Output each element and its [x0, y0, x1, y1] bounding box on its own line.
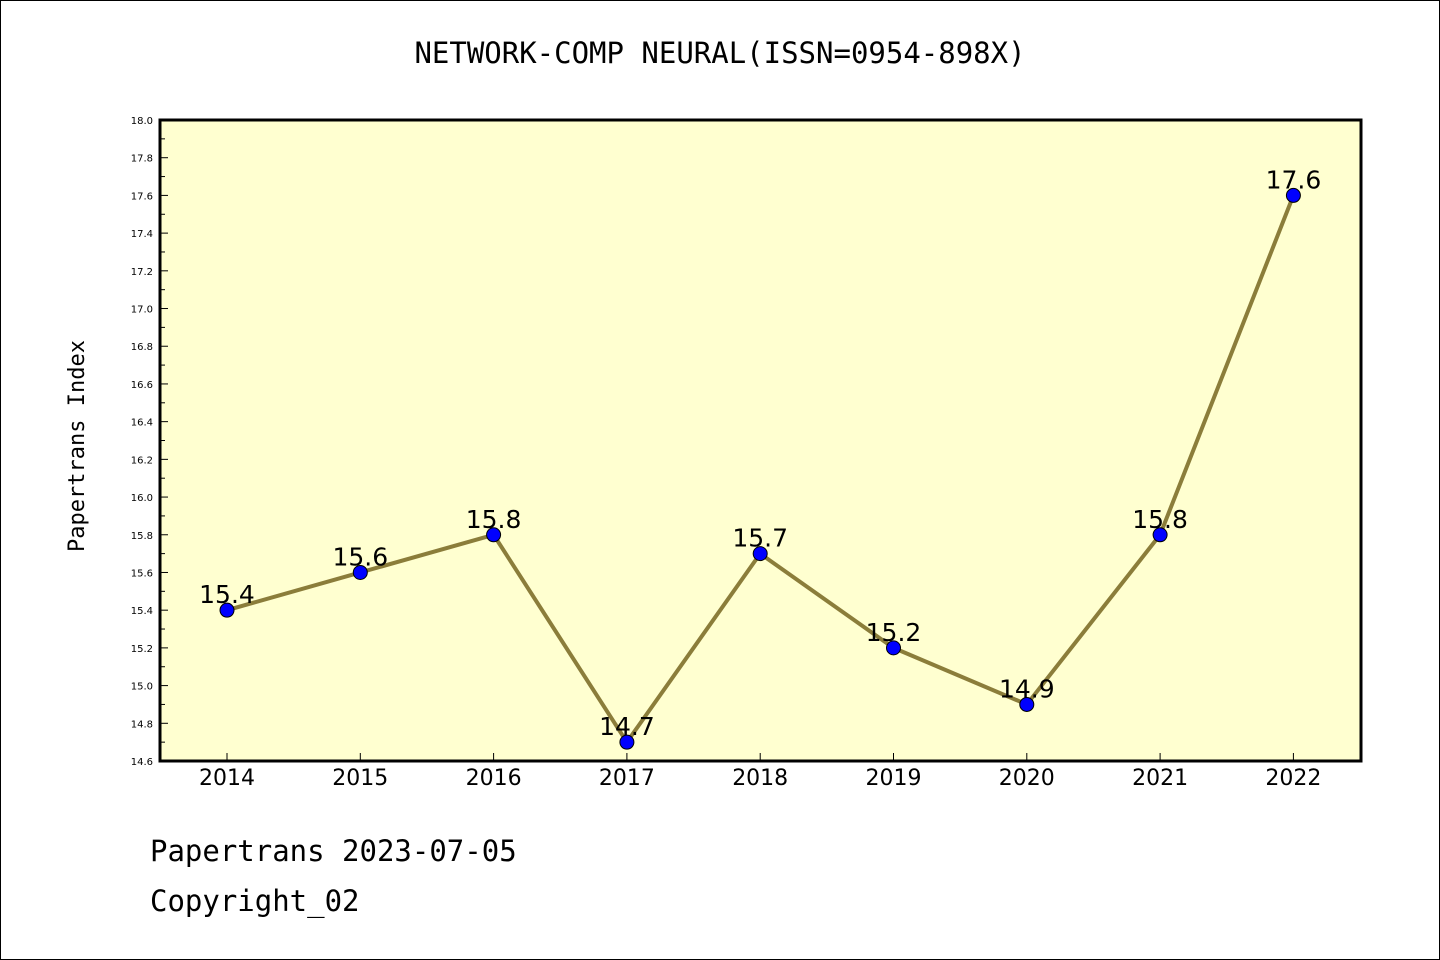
- y-tick-label: 17.2: [131, 267, 153, 278]
- x-tick-label: 2020: [999, 766, 1055, 791]
- y-tick-label: 16.4: [131, 418, 153, 429]
- data-label: 15.2: [866, 618, 922, 647]
- y-axis: 14.6 14.8 15.0 15.2 15.4 15.6 15.8 16.0 16.2 16.4…: [131, 116, 168, 768]
- data-point: [619, 734, 635, 750]
- x-tick-label: 2014: [199, 766, 255, 791]
- footer-date: Papertrans 2023-07-05: [150, 834, 517, 868]
- x-tick-label: 2018: [732, 766, 788, 791]
- data-label: 15.6: [332, 542, 388, 571]
- x-axis: 2014 2015 2016 2017 2018 2019 2020 2021 2022: [199, 753, 1321, 791]
- y-tick-label: 15.6: [131, 568, 153, 579]
- data-point: [1152, 527, 1168, 543]
- data-point: [752, 546, 768, 562]
- y-tick-label: 17.8: [131, 154, 153, 165]
- y-axis-label: Papertrans Index: [65, 340, 90, 552]
- plot-area: [158, 118, 1363, 763]
- y-tick-label: 16.0: [131, 493, 153, 504]
- data-point: [219, 602, 235, 618]
- y-tick-label: 14.6: [131, 757, 153, 768]
- x-tick-label: 2015: [332, 766, 388, 791]
- data-label: 15.8: [1132, 505, 1188, 534]
- y-tick-label: 15.0: [131, 682, 153, 693]
- y-tick-label: 15.4: [131, 606, 153, 617]
- data-point: [486, 527, 502, 543]
- y-tick-label: 18.0: [131, 116, 153, 127]
- data-point: [1285, 187, 1301, 203]
- y-tick-label: 16.6: [131, 380, 153, 391]
- y-tick-label: 17.0: [131, 305, 153, 316]
- data-label: 14.7: [599, 712, 655, 741]
- y-tick-label: 14.8: [131, 719, 153, 730]
- data-point: [886, 640, 901, 656]
- data-label: 17.6: [1266, 165, 1322, 194]
- series-group: 15.4 15.6 15.8 14.7 15.7 15.2 14.9 15.8 17.6: [199, 165, 1322, 750]
- data-label: 15.7: [732, 524, 788, 553]
- y-tick-label: 17.6: [131, 191, 153, 202]
- y-tick-label: 16.8: [131, 342, 153, 353]
- x-tick-label: 2016: [466, 766, 522, 791]
- chart-title: NETWORK-COMP NEURAL(ISSN=0954-898X): [414, 36, 1026, 70]
- y-tick-label: 16.2: [131, 455, 153, 466]
- x-tick-label: 2022: [1265, 766, 1321, 791]
- x-tick-label: 2017: [599, 766, 655, 791]
- data-point: [1019, 696, 1035, 712]
- data-label: 15.4: [199, 580, 255, 609]
- y-tick-label: 17.4: [131, 229, 153, 240]
- y-tick-label: 15.2: [131, 644, 153, 655]
- x-tick-label: 2021: [1132, 766, 1188, 791]
- data-point: [352, 564, 368, 580]
- y-tick-label: 15.8: [131, 531, 153, 542]
- footer-copyright: Copyright_02: [150, 884, 360, 918]
- x-tick-label: 2019: [866, 766, 922, 791]
- data-label: 15.8: [466, 505, 522, 534]
- data-label: 14.9: [999, 674, 1055, 703]
